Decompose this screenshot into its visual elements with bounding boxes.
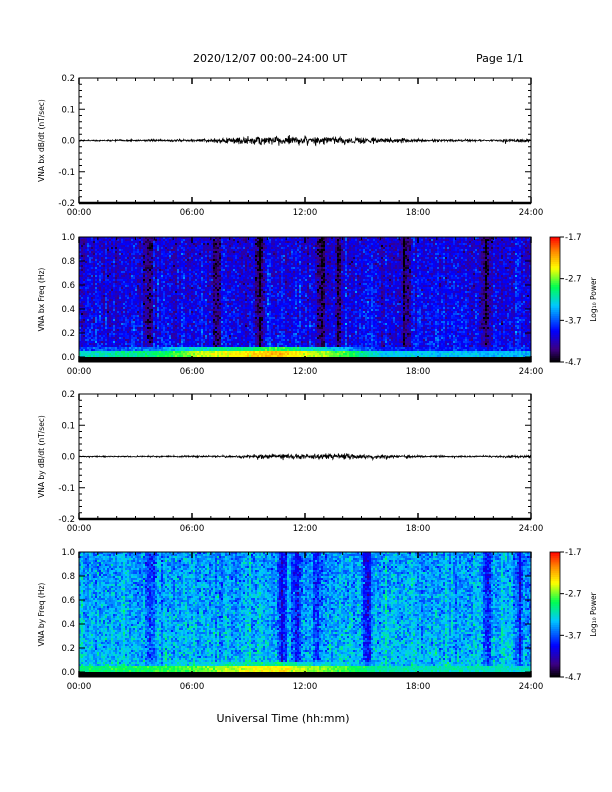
x-tick-label: 00:00 [67,367,92,377]
line-panel-0: 0.20.10.0-0.1-0.2 [58,74,531,209]
colorbar-tick-label: -4.7 [565,673,582,683]
y-tick-label: -0.1 [58,484,75,494]
colorbar: -1.7 -2.7 -3.7 -4.7 Log₁₀ Power [550,548,598,683]
colorbar-tick-label: -1.7 [565,548,582,558]
y-tick-label: 0.0 [61,353,75,363]
y-tick-label: 0.4 [61,620,75,630]
y-tick-label: 0.8 [61,572,75,582]
colorbar-tick-label: -3.7 [565,316,582,326]
series-trace [79,135,531,146]
y-tick-label: 0.6 [61,281,75,291]
y-tick-label: 0.1 [61,105,75,115]
x-tick-label: 18:00 [406,367,431,377]
y-tick-label: 0.0 [61,137,75,147]
colorbar-title: Log₁₀ Power [589,276,598,321]
y-tick-label: 0.2 [61,74,75,84]
y-axis-title: VNA bx dB/dt (nT/sec) [37,99,46,182]
x-tick-label: 12:00 [293,682,318,692]
x-tick-label: 24:00 [519,682,544,692]
colorbar-tick-label: -3.7 [565,631,582,641]
y-axis-title: VNA by dB/dt (nT/sec) [37,415,46,498]
x-tick-label: 00:00 [67,682,92,692]
x-tick-label: 24:00 [519,524,544,534]
line-panel-2: 0.20.10.0-0.1-0.2 [58,390,531,525]
x-tick-label: 18:00 [406,208,431,218]
y-tick-label: 0.2 [61,390,75,400]
x-tick-label: 06:00 [180,524,205,534]
colorbar-tick-label: -2.7 [565,590,582,600]
x-tick-label: 06:00 [180,367,205,377]
x-tick-label: 06:00 [180,682,205,692]
y-tick-label: 0.8 [61,257,75,267]
x-tick-label: 12:00 [293,208,318,218]
colorbar-tick-label: -4.7 [565,358,582,368]
y-tick-label: 1.0 [61,548,75,558]
colorbar-tick-label: -2.7 [565,275,582,285]
y-tick-label: 0.0 [61,453,75,463]
y-tick-label: 0.4 [61,305,75,315]
y-tick-label: 0.0 [61,668,75,678]
x-axis-title: Universal Time (hh:mm) [217,712,350,725]
x-tick-label: 12:00 [293,524,318,534]
y-tick-label: 0.2 [61,329,75,339]
y-tick-label: 0.2 [61,644,75,654]
x-tick-label: 06:00 [180,208,205,218]
series-trace [79,453,531,460]
y-axis-title: VNA bx Freq (Hz) [37,268,46,332]
y-tick-label: 0.1 [61,421,75,431]
x-tick-label: 24:00 [519,208,544,218]
heatmap-panel-3: 1.0 0.8 0.6 0.4 0.2 0.0 [61,548,531,678]
y-tick-label: 0.6 [61,596,75,606]
y-tick-label: -0.1 [58,168,75,178]
x-tick-label: 18:00 [406,524,431,534]
colorbar: -1.7 -2.7 -3.7 -4.7 Log₁₀ Power [550,233,598,368]
x-tick-label: 12:00 [293,367,318,377]
y-axis-title: VNA by Freq (Hz) [37,583,46,647]
x-tick-label: 00:00 [67,524,92,534]
heatmap-panel-1: 1.0 0.8 0.6 0.4 0.2 0.0 [61,233,531,363]
colorbar-title: Log₁₀ Power [589,591,598,636]
x-tick-label: 18:00 [406,682,431,692]
x-tick-label: 00:00 [67,208,92,218]
colorbar-tick-label: -1.7 [565,233,582,243]
y-tick-label: 1.0 [61,233,75,243]
x-tick-label: 24:00 [519,367,544,377]
